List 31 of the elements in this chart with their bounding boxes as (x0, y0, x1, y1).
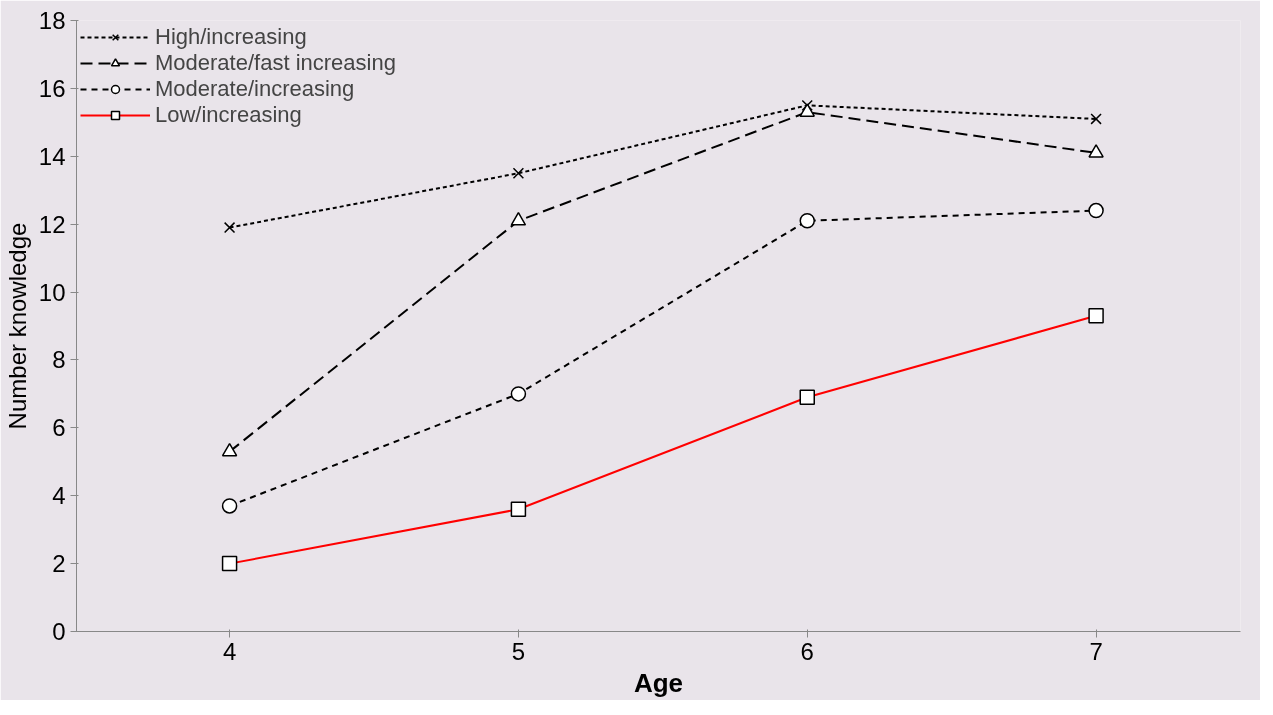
legend-label: Moderate/fast increasing (155, 50, 396, 76)
y-tick-label: 0 (52, 618, 66, 645)
point (801, 99, 813, 112)
x-tick-label: 5 (511, 637, 526, 665)
x-tick-label: 7 (1089, 637, 1103, 665)
y-tick-label: 16 (38, 74, 66, 102)
point (223, 221, 236, 234)
y-tick-label: 14 (38, 142, 66, 170)
x-axis-title: Age (633, 667, 684, 698)
y-tick-label: 2 (52, 550, 66, 578)
point (510, 386, 527, 402)
point (799, 213, 815, 229)
y-tick-label: 10 (38, 278, 66, 306)
point (510, 211, 527, 226)
y-tick-label: 12 (38, 210, 66, 238)
point (799, 103, 815, 117)
point (1088, 144, 1104, 158)
y-tick-label: 6 (52, 414, 66, 442)
legend-label: Low/increasing (155, 102, 302, 128)
point (1088, 202, 1104, 219)
y-tick-label: 4 (52, 482, 66, 510)
point (512, 167, 525, 179)
x-tick-label: 4 (222, 637, 237, 665)
point (221, 498, 238, 514)
point (1090, 113, 1102, 125)
legend-label: Moderate/increasing (155, 76, 355, 102)
y-axis-title: Number knowledge (3, 222, 31, 430)
y-tick-label: 8 (52, 346, 66, 374)
x-tick-label: 6 (800, 637, 814, 665)
legend-label: High/increasing (155, 24, 307, 50)
y-tick-label: 18 (38, 7, 66, 34)
